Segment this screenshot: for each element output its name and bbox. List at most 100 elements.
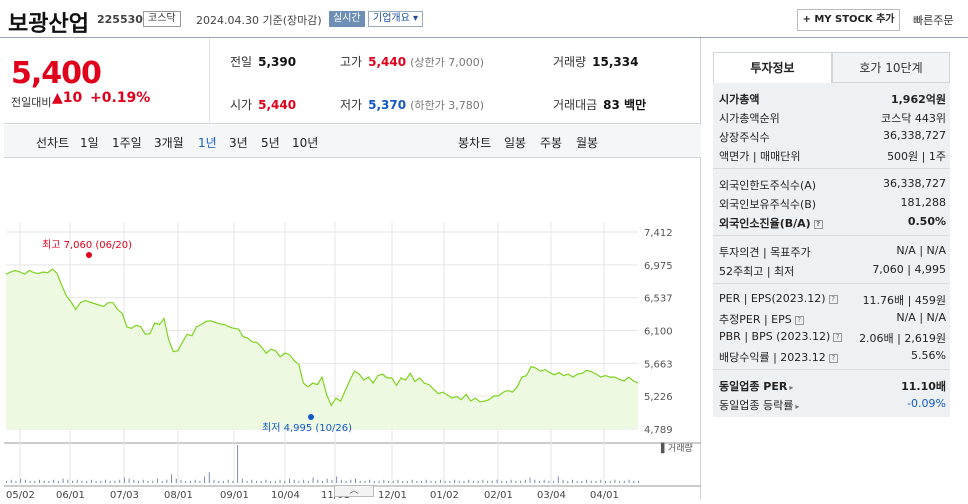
help-icon[interactable]: ? bbox=[833, 332, 843, 342]
volume-bar bbox=[34, 480, 36, 483]
period-1y[interactable]: 1년 bbox=[198, 136, 217, 150]
period-selector: 선차트 1일 1주일 3개월 1년 3년 5년 10년 봉차트 일봉 주봉 월봉 bbox=[4, 125, 701, 158]
help-icon[interactable]: ? bbox=[813, 219, 823, 229]
tab-investment-info[interactable]: 투자정보 bbox=[713, 52, 832, 83]
quick-order-link[interactable]: 빠른주문 bbox=[913, 14, 954, 27]
help-icon[interactable]: ? bbox=[828, 294, 838, 304]
price-chart: 7,412 6,975 6,537 6,100 5,663 5,226 4,789 05/0… bbox=[4, 159, 701, 501]
x-tick-label: 03/04 bbox=[537, 490, 566, 500]
volume-bar bbox=[53, 479, 55, 483]
volume-bar bbox=[501, 480, 503, 483]
volume-bar bbox=[487, 480, 489, 483]
price-chart-svg: 7,412 6,975 6,537 6,100 5,663 5,226 4,789 05/0… bbox=[4, 222, 701, 501]
volume-bar bbox=[166, 479, 168, 483]
volume-bar bbox=[364, 480, 366, 483]
candle-monthly[interactable]: 월봉 bbox=[576, 136, 599, 150]
period-3m[interactable]: 3개월 bbox=[154, 136, 184, 150]
volume-bar bbox=[619, 480, 621, 483]
volume-bar bbox=[543, 479, 545, 483]
volume-bar bbox=[255, 480, 257, 483]
period-3y[interactable]: 3년 bbox=[229, 136, 248, 150]
volume-bar bbox=[430, 480, 432, 483]
period-1w[interactable]: 1주일 bbox=[112, 136, 142, 150]
info-label: 시가총액순위 bbox=[719, 112, 780, 125]
change-label: 전일대비 bbox=[11, 96, 52, 109]
volume-bar bbox=[340, 479, 342, 483]
info-row: 상장주식수 36,338,727 bbox=[713, 126, 950, 145]
info-row: 외국인한도주식수(A) 36,338,727 bbox=[713, 174, 950, 193]
divider bbox=[209, 38, 210, 124]
volume-bar bbox=[114, 480, 116, 483]
volume-bar bbox=[524, 479, 526, 483]
volume-bar bbox=[350, 479, 352, 483]
volume-bar bbox=[458, 480, 460, 483]
market-badge: 코스닥 bbox=[143, 11, 181, 27]
volume-bar bbox=[567, 480, 569, 483]
y-tick-label: 6,100 bbox=[644, 327, 673, 338]
info-label: 동일업종 PER ▸ bbox=[719, 380, 794, 393]
info-row: PBR | BPS (2023.12)? 2.06배 | 2,619원 bbox=[713, 327, 950, 346]
info-tabs: 투자정보 호가 10단계 bbox=[713, 52, 950, 83]
trade-amount: 거래대금 83 백만 bbox=[553, 98, 647, 112]
high-annotation: 최고 7,060 (06/20) bbox=[42, 239, 132, 251]
base-date: 2024.04.30 기준(장마감) bbox=[196, 14, 322, 27]
volume-bar bbox=[303, 479, 305, 483]
tab-orderbook-10[interactable]: 호가 10단계 bbox=[832, 52, 950, 83]
volume-bar bbox=[600, 479, 602, 483]
collapse-chart-button[interactable]: ︿ bbox=[334, 485, 374, 497]
open-price: 시가 5,440 bbox=[230, 98, 297, 112]
help-icon[interactable]: ? bbox=[794, 315, 804, 325]
candle-daily[interactable]: 일봉 bbox=[504, 136, 527, 150]
main-panel: 5,400 전일대비 ▲10 +0.19% 전일 5,390 고가 5,440 (상한… bbox=[4, 38, 701, 501]
volume-bar bbox=[119, 479, 121, 483]
volume-bar bbox=[491, 480, 493, 483]
volume-bar bbox=[152, 480, 154, 483]
volume-bar bbox=[538, 480, 540, 483]
volume-bar bbox=[57, 480, 59, 483]
help-icon[interactable]: ? bbox=[828, 353, 838, 363]
info-value: 11.10배 bbox=[901, 380, 946, 393]
stock-header: 보광산업 225530 코스닥 2024.04.30 기준(장마감) 실시간 기… bbox=[0, 0, 968, 38]
volume-bar bbox=[416, 480, 418, 483]
chevron-right-icon[interactable]: ▸ bbox=[789, 383, 794, 392]
volume-bar bbox=[105, 479, 107, 483]
period-10y[interactable]: 10년 bbox=[292, 136, 319, 150]
volume-bar bbox=[175, 478, 177, 483]
volume-bar bbox=[614, 479, 616, 483]
add-mystock-button[interactable]: + MY STOCK 추가 bbox=[797, 9, 900, 31]
volume-bar bbox=[373, 480, 375, 483]
volume-bar bbox=[24, 479, 26, 483]
price-change-rate: +0.19% bbox=[90, 90, 151, 106]
volume-bar bbox=[553, 480, 555, 483]
volume-bar bbox=[279, 479, 281, 483]
volume-bar bbox=[95, 480, 97, 483]
volume-bar bbox=[505, 480, 507, 483]
info-value: 11.76배 | 459원 bbox=[862, 294, 946, 307]
chevron-right-icon[interactable]: ▸ bbox=[795, 402, 800, 411]
volume-bar bbox=[142, 479, 144, 483]
volume-bar bbox=[72, 480, 74, 483]
high-price: 고가 5,440 (상한가 7,000) bbox=[340, 55, 484, 69]
x-tick-label: 08/01 bbox=[164, 490, 193, 500]
candle-weekly[interactable]: 주봉 bbox=[540, 136, 563, 150]
volume-bar bbox=[548, 480, 550, 483]
stock-name: 보광산업 bbox=[8, 12, 89, 37]
volume-bar bbox=[534, 479, 536, 483]
volume-bar bbox=[638, 480, 639, 483]
period-1d[interactable]: 1일 bbox=[80, 136, 99, 150]
period-5y[interactable]: 5년 bbox=[261, 136, 280, 150]
volume-bar bbox=[425, 479, 427, 483]
volume-bar bbox=[581, 480, 583, 483]
info-label: 외국인보유주식수(B) bbox=[719, 198, 817, 211]
volume-bar bbox=[227, 479, 229, 483]
price-area bbox=[6, 269, 638, 429]
info-value: 코스닥 443위 bbox=[881, 112, 946, 125]
info-label: 액면가 | 매매단위 bbox=[719, 150, 801, 163]
live-badge[interactable]: 실시간 bbox=[329, 11, 365, 27]
volume-bar bbox=[633, 480, 635, 483]
info-value: 1,962억원 bbox=[890, 93, 946, 106]
volume-bar bbox=[260, 480, 262, 483]
info-row: 외국인소진율(B/A)? 0.50% bbox=[713, 212, 950, 231]
info-label: 배당수익률 | 2023.12? bbox=[719, 349, 838, 365]
company-overview-button[interactable]: 기업개요 ▾ bbox=[368, 11, 423, 27]
